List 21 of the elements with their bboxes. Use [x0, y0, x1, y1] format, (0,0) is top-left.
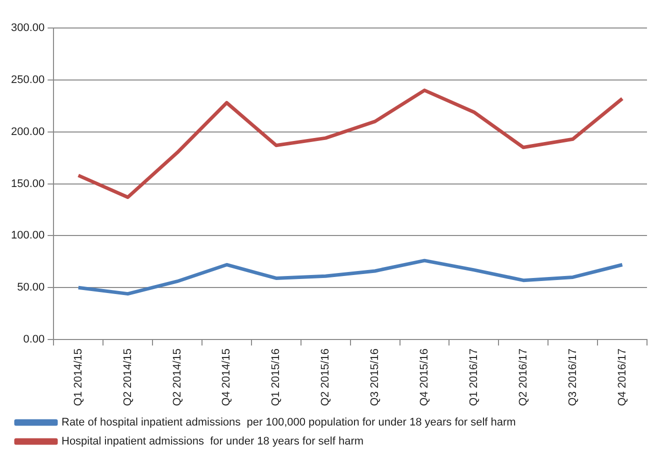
y-tick-label: 200.00	[10, 126, 45, 138]
x-tick-label: Q1 2014/15	[72, 348, 84, 406]
y-tick-label: 100.00	[10, 230, 45, 242]
x-tick-label: Q4 2014/15	[220, 348, 233, 406]
y-tick-label: 300.00	[10, 22, 45, 34]
x-tick-label: Q3 2015/16	[369, 348, 382, 406]
y-tick-label: 250.00	[10, 74, 45, 86]
x-tick-label: Q3 2016/17	[566, 348, 579, 406]
x-tick-label: Q2 2014/15	[122, 348, 134, 406]
legend-label: Hospital inpatient admissions for under 18 years for self harm	[62, 436, 364, 448]
x-tick-label: Q2 2016/17	[517, 348, 530, 406]
y-tick-label: 150.00	[10, 178, 45, 190]
x-tick-label: Q1 2016/17	[468, 348, 480, 406]
legend-label: Rate of hospital inpatient admissions per 100,000 population for under 18 years for self harm	[62, 416, 516, 429]
x-tick-label: Q1 2015/16	[270, 348, 282, 406]
y-tick-label: 50.00	[17, 282, 45, 294]
x-tick-label: Q4 2016/17	[616, 348, 628, 406]
y-tick-label: 0.00	[23, 334, 45, 346]
x-tick-label: Q2 2014/15	[171, 348, 184, 406]
x-tick-label: Q2 2015/16	[320, 348, 332, 406]
x-tick-label: Q4 2015/16	[418, 348, 431, 406]
